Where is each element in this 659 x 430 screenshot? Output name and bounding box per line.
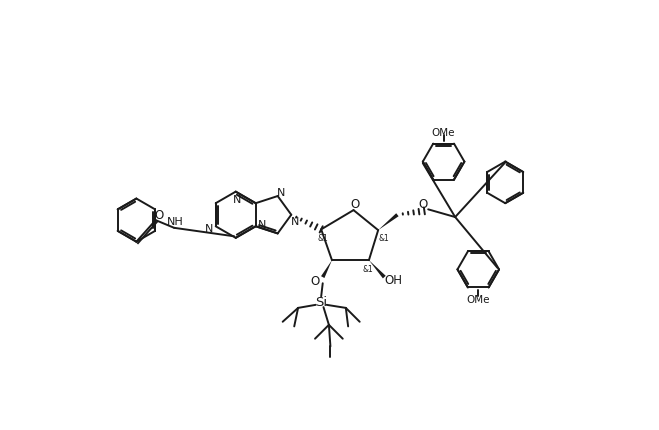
Text: OMe: OMe bbox=[432, 127, 455, 137]
Text: O: O bbox=[418, 198, 428, 211]
Text: OMe: OMe bbox=[467, 295, 490, 305]
Text: N: N bbox=[206, 223, 214, 233]
Text: Si: Si bbox=[315, 295, 328, 308]
Text: &1: &1 bbox=[318, 234, 328, 243]
Text: O: O bbox=[351, 197, 360, 210]
Text: &1: &1 bbox=[362, 264, 373, 273]
Text: NH: NH bbox=[167, 216, 183, 226]
Text: O: O bbox=[310, 275, 320, 288]
Text: N: N bbox=[291, 216, 299, 226]
Polygon shape bbox=[321, 261, 332, 278]
Polygon shape bbox=[378, 214, 399, 230]
Polygon shape bbox=[369, 261, 386, 279]
Text: &1: &1 bbox=[379, 233, 389, 242]
Text: O: O bbox=[154, 209, 163, 222]
Text: N: N bbox=[233, 194, 241, 204]
Text: OH: OH bbox=[385, 273, 403, 286]
Text: N: N bbox=[277, 188, 286, 198]
Text: N: N bbox=[258, 219, 266, 230]
